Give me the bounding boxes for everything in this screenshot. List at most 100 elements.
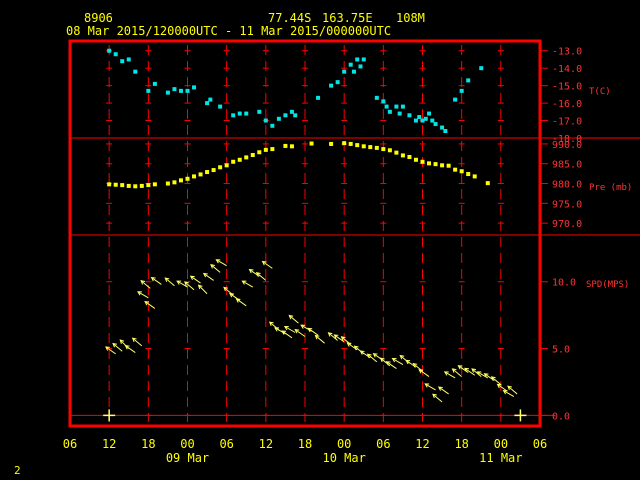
wind-arrow bbox=[202, 272, 214, 281]
x-tick-label: 12 bbox=[102, 437, 116, 451]
x-tick-label: 12 bbox=[415, 437, 429, 451]
wind-arrow bbox=[391, 358, 404, 365]
temperature-point bbox=[293, 113, 298, 118]
x-tick-label: 18 bbox=[454, 437, 468, 451]
wind-arrow bbox=[443, 371, 456, 379]
x-day-label: 10 Mar bbox=[322, 451, 365, 465]
temperature-point bbox=[420, 118, 425, 123]
temperature-point bbox=[355, 57, 360, 62]
temperature-point bbox=[283, 113, 288, 118]
temperature-point bbox=[276, 116, 281, 121]
y-tick-label: -13.0 bbox=[552, 47, 582, 58]
pressure-point bbox=[466, 172, 471, 177]
pressure-point bbox=[257, 150, 262, 155]
wind-arrow bbox=[189, 275, 201, 284]
wind-arrow bbox=[464, 367, 476, 376]
x-tick-label: 00 bbox=[494, 437, 508, 451]
wind-arrow bbox=[432, 393, 443, 403]
pressure-point bbox=[178, 178, 183, 183]
y-tick-label: 970.0 bbox=[552, 219, 582, 230]
pressure-point bbox=[361, 144, 366, 149]
wind-arrow bbox=[140, 280, 151, 289]
pressure-point bbox=[146, 183, 151, 188]
temperature-point bbox=[430, 118, 435, 123]
wind-arrow bbox=[215, 259, 227, 267]
pressure-point bbox=[283, 143, 288, 148]
x-day-label: 11 Mar bbox=[479, 451, 522, 465]
wind-arrow bbox=[288, 314, 299, 324]
temperature-point bbox=[433, 122, 438, 127]
pressure-point bbox=[244, 155, 249, 160]
x-tick-label: 00 bbox=[337, 437, 351, 451]
wind-arrow bbox=[314, 334, 325, 344]
temperature-point bbox=[270, 123, 275, 128]
temperature-point bbox=[407, 113, 412, 118]
wind-arrow bbox=[283, 325, 296, 333]
pressure-point bbox=[374, 145, 379, 150]
y-tick-label: 975.0 bbox=[552, 199, 582, 210]
temperature-point bbox=[413, 118, 418, 123]
temperature-point bbox=[348, 62, 353, 67]
temperature-point bbox=[361, 57, 366, 62]
y-tick-label: -15.0 bbox=[552, 82, 582, 93]
x-tick-label: 00 bbox=[180, 437, 194, 451]
pressure-point bbox=[342, 141, 347, 146]
wind-arrow bbox=[281, 330, 293, 339]
pressure-point bbox=[420, 159, 425, 164]
temperature-point bbox=[400, 104, 405, 109]
station-lat: 77.44S bbox=[268, 11, 312, 25]
station-lon: 163.75E bbox=[322, 11, 373, 25]
pressure-point bbox=[237, 157, 242, 162]
pressure-point bbox=[250, 153, 255, 158]
temperature-point bbox=[244, 111, 249, 116]
wind-arrow bbox=[197, 284, 208, 295]
pressure-point bbox=[139, 183, 144, 188]
wind-arrow bbox=[255, 272, 267, 281]
pressure-point bbox=[381, 147, 386, 152]
temperature-point bbox=[466, 78, 471, 83]
temperature-point bbox=[218, 104, 223, 109]
pressure-point bbox=[485, 181, 490, 186]
temperature-point bbox=[440, 125, 445, 130]
temperature-point bbox=[427, 111, 432, 116]
pressure-point bbox=[198, 172, 203, 177]
wind-arrow bbox=[327, 332, 338, 341]
x-tick-label: 06 bbox=[533, 437, 547, 451]
temperature-point bbox=[231, 113, 236, 118]
temperature-point bbox=[178, 88, 183, 93]
pressure-point bbox=[107, 182, 112, 187]
wind-arrow bbox=[137, 291, 149, 299]
y-tick-label: -14.0 bbox=[552, 64, 582, 75]
station-elev: 108M bbox=[396, 11, 425, 25]
pressure-point bbox=[172, 180, 177, 185]
temperature-point bbox=[374, 95, 379, 100]
temperature-point bbox=[133, 69, 138, 74]
temperature-point bbox=[257, 109, 262, 114]
wind-arrow bbox=[385, 361, 397, 369]
wind-arrow bbox=[261, 260, 273, 269]
wind-arrow bbox=[164, 277, 175, 287]
wind-arrow bbox=[300, 324, 312, 332]
wind-arrow bbox=[241, 280, 254, 288]
temperature-axis-label: T(C) bbox=[589, 87, 611, 97]
x-tick-label: 06 bbox=[219, 437, 233, 451]
temperature-point bbox=[394, 104, 399, 109]
x-tick-label: 06 bbox=[376, 437, 390, 451]
corner-label: 2 bbox=[14, 464, 21, 477]
wind-arrow bbox=[144, 300, 156, 309]
temperature-point bbox=[113, 52, 118, 57]
wind-arrow bbox=[366, 353, 378, 363]
wind-arrow bbox=[307, 327, 319, 336]
y-tick-label: 0.0 bbox=[552, 411, 570, 422]
temperature-point bbox=[208, 97, 213, 102]
wind-axis-label: SPD(MPS) bbox=[586, 280, 629, 290]
wind-arrow bbox=[150, 276, 162, 285]
pressure-point bbox=[192, 174, 197, 179]
temperature-point bbox=[423, 116, 428, 121]
time-range: 08 Mar 2015/120000UTC - 11 Mar 2015/0000… bbox=[66, 24, 392, 38]
station-id: 8906 bbox=[84, 11, 113, 25]
pressure-axis-label: Pre (mb) bbox=[589, 183, 632, 193]
pressure-point bbox=[459, 169, 464, 174]
pressure-point bbox=[368, 145, 373, 150]
temperature-point bbox=[152, 81, 157, 86]
